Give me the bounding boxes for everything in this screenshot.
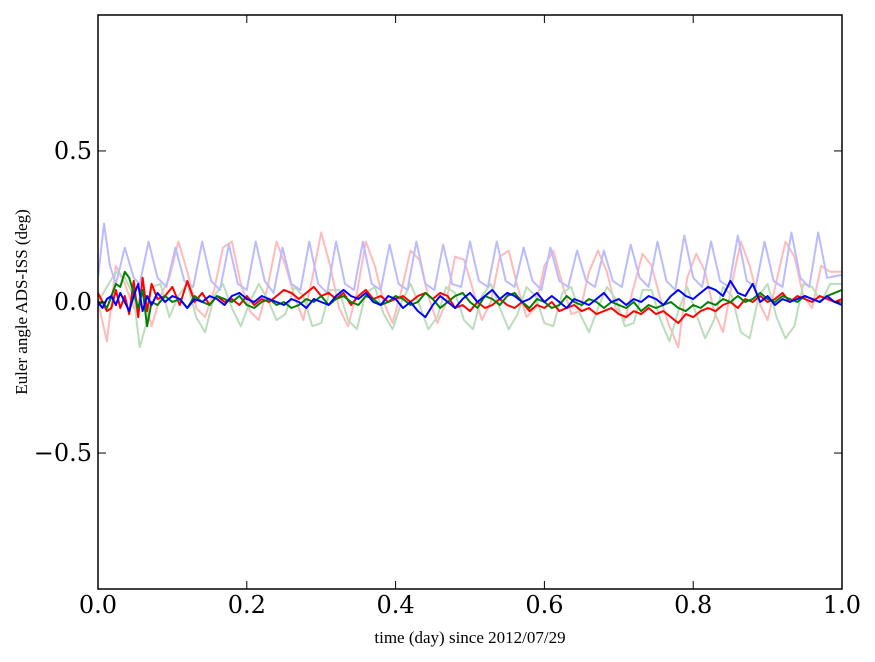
y-tick-label: 0.5 [54,137,92,165]
series-line-6 [98,279,842,319]
tick-layer: 0.0 0.2 0.4 0.6 0.8 1.0 −0.5 0.0 0.5 [34,15,861,619]
x-axis-label: time (day) since 2012/07/29 [374,628,565,647]
x-tick-label: 0.4 [377,591,415,619]
series-line-4 [98,276,842,325]
y-tick-label: 0.0 [54,288,92,316]
series-layer [98,222,842,349]
y-axis-label: Euler angle ADS-ISS (deg) [12,209,31,395]
x-tick-label: 0.2 [228,591,266,619]
series-line-3 [98,222,842,294]
x-tick-label: 0.0 [79,591,117,619]
x-tick-label: 0.6 [525,591,563,619]
x-tick-label: 0.8 [674,591,712,619]
y-tick-label: −0.5 [34,439,92,467]
series-line-2 [98,270,842,349]
x-tick-label: 1.0 [823,591,861,619]
